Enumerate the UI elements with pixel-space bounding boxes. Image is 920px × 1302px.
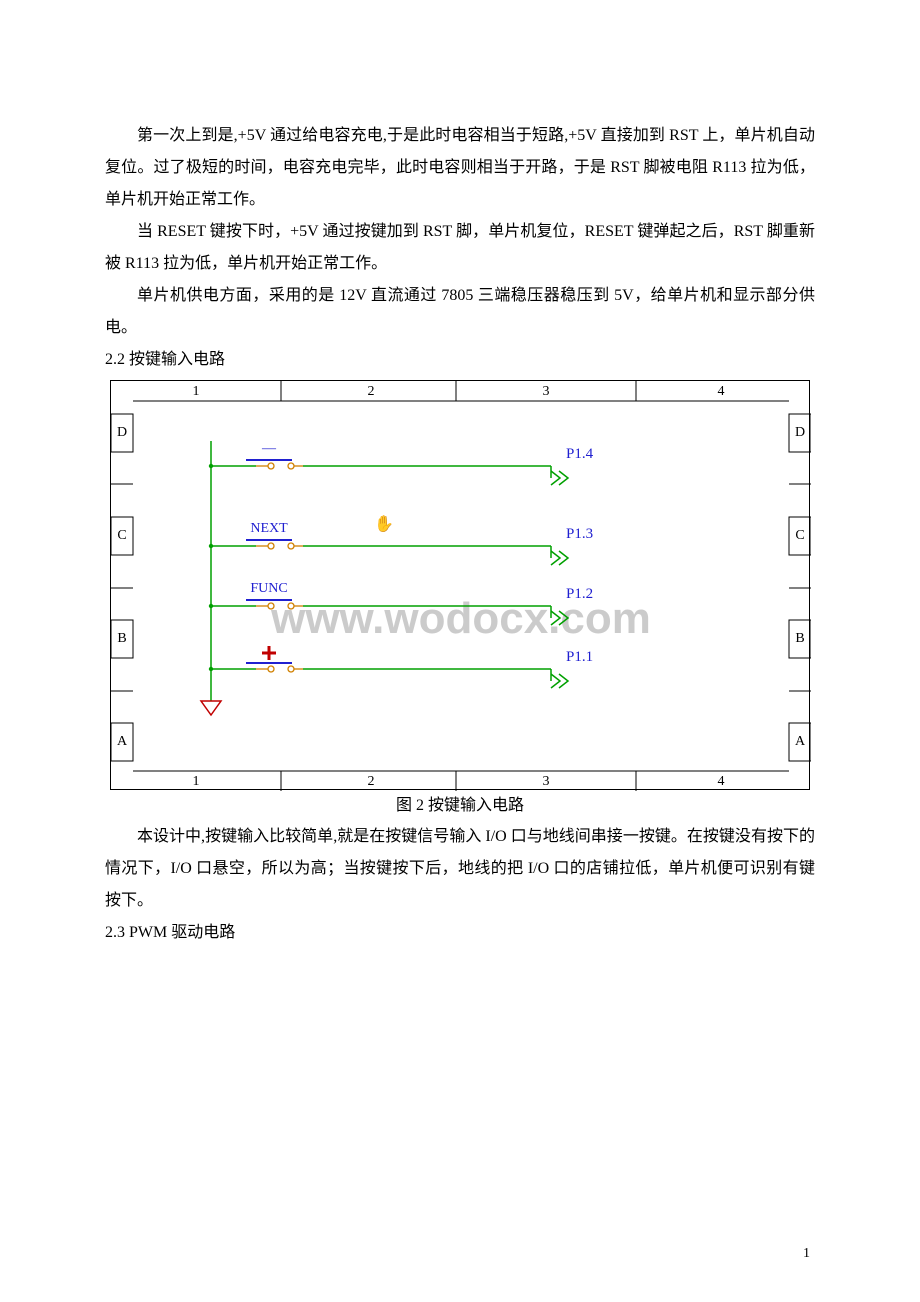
svg-text:P1.3: P1.3 xyxy=(566,526,593,542)
svg-text:3: 3 xyxy=(543,774,550,789)
svg-text:B: B xyxy=(117,631,126,646)
svg-text:3: 3 xyxy=(543,384,550,399)
figure-2-caption: 图 2 按键输入电路 xyxy=(110,792,810,821)
svg-text:2: 2 xyxy=(368,384,375,399)
para-4: 本设计中,按键输入比较简单,就是在按键信号输入 I/O 口与地线间串接一按键。在… xyxy=(105,821,815,917)
svg-text:4: 4 xyxy=(718,774,725,789)
para-2: 当 RESET 键按下时，+5V 通过按键加到 RST 脚，单片机复位，RESE… xyxy=(105,216,815,280)
svg-text:C: C xyxy=(117,528,126,543)
svg-text:✋: ✋ xyxy=(374,514,394,533)
svg-text:4: 4 xyxy=(718,384,725,399)
heading-2-2: 2.2 按键输入电路 xyxy=(105,344,815,376)
svg-text:www.wodocx.com: www.wodocx.com xyxy=(270,594,651,643)
svg-text:—: — xyxy=(261,441,277,456)
para-1: 第一次上到是,+5V 通过给电容充电,于是此时电容相当于短路,+5V 直接加到 … xyxy=(105,120,815,216)
svg-text:A: A xyxy=(795,734,806,749)
figure-2-svg: 1 1 2 2 3 3 4 4 D D C C B B A Awww.wodocx.com — P1.4 NEXT P… xyxy=(111,381,811,791)
svg-text:B: B xyxy=(795,631,804,646)
svg-text:P1.1: P1.1 xyxy=(566,649,593,665)
svg-text:D: D xyxy=(795,425,805,440)
svg-text:C: C xyxy=(795,528,804,543)
svg-text:P1.2: P1.2 xyxy=(566,586,593,602)
para-3: 单片机供电方面，采用的是 12V 直流通过 7805 三端稳压器稳压到 5V，给… xyxy=(105,280,815,344)
svg-text:NEXT: NEXT xyxy=(250,521,288,536)
page-number: 1 xyxy=(803,1246,810,1262)
figure-2-wrap: 1 1 2 2 3 3 4 4 D D C C B B A Awww.wodocx.com — P1.4 NEXT P… xyxy=(110,380,810,821)
figure-2-diagram: 1 1 2 2 3 3 4 4 D D C C B B A Awww.wodocx.com — P1.4 NEXT P… xyxy=(110,380,810,790)
heading-2-3: 2.3 PWM 驱动电路 xyxy=(105,917,815,949)
svg-text:A: A xyxy=(117,734,128,749)
svg-text:1: 1 xyxy=(193,384,200,399)
svg-text:D: D xyxy=(117,425,127,440)
svg-text:2: 2 xyxy=(368,774,375,789)
svg-text:P1.4: P1.4 xyxy=(566,446,594,462)
svg-text:1: 1 xyxy=(193,774,200,789)
svg-text:FUNC: FUNC xyxy=(250,581,287,596)
